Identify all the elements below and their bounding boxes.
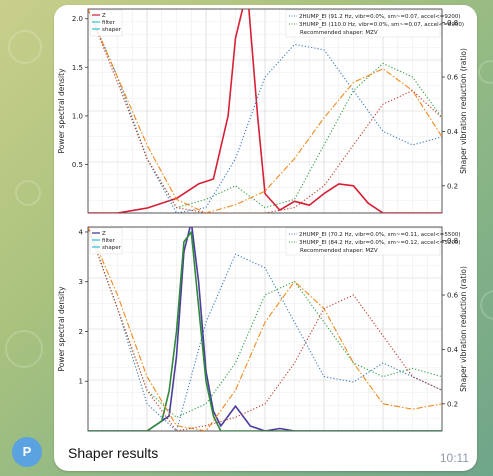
y-right-axis-label: Shaper vibration reduction (ratio) bbox=[459, 48, 468, 174]
message-bubble[interactable]: 0.5 1.0 1.5 2.0 0.2 0.4 0.6 0.8 Power spectral d… bbox=[54, 5, 477, 471]
series-line-mzv bbox=[88, 227, 442, 431]
legend-right-label: Recommended shaper: MZV bbox=[300, 248, 378, 254]
wallpaper-doodle bbox=[478, 60, 493, 84]
message-time: 10:11 bbox=[439, 451, 469, 465]
wallpaper-doodle bbox=[480, 290, 493, 320]
wallpaper-doodle bbox=[8, 30, 42, 64]
y-right-tick-label: 0.6 bbox=[447, 74, 459, 82]
y-left-tick-label: 4 bbox=[79, 228, 84, 236]
legend-left-label: shaper bbox=[102, 27, 122, 33]
wallpaper-doodle bbox=[15, 180, 41, 206]
series-line-z bbox=[88, 9, 442, 213]
series-line-other bbox=[88, 227, 442, 431]
legend-left-label: shaper bbox=[102, 245, 122, 251]
y-left-tick-label: 1 bbox=[79, 378, 83, 386]
legend-left-box bbox=[89, 227, 123, 255]
legend-left-label: Z bbox=[102, 231, 106, 237]
legend-left-label: filter bbox=[102, 238, 116, 244]
legend-right-label: 3HUMP_EI (84.2 Hz, vibr=0.0%, sm~=0.12, … bbox=[299, 240, 460, 246]
legend-right-label: 2HUMP_EI (70.2 Hz, vibr=0.0%, sm~=0.11, … bbox=[299, 232, 460, 238]
y-right-tick-label: 0.4 bbox=[447, 346, 459, 354]
y-left-tick-label: 2 bbox=[79, 328, 83, 336]
legend-right-label: 2HUMP_EI (91.2 Hz, vibr=0.0%, sm~=0.07, … bbox=[299, 14, 460, 20]
legend-right-label: Recommended shaper: MZV bbox=[300, 30, 378, 36]
shaper-chart-bottom: 1 2 3 4 0.2 0.4 0.6 0.8 Power spectral density Sh… bbox=[54, 223, 477, 437]
series-line-other bbox=[88, 9, 442, 213]
legend-left-label: Z bbox=[102, 13, 106, 19]
legend-right: 2HUMP_EI (91.2 Hz, vibr=0.0%, sm~=0.07, … bbox=[285, 9, 464, 38]
message-caption: Shaper results bbox=[68, 445, 159, 461]
y-left-axis-label: Power spectral density bbox=[57, 68, 66, 154]
attached-photo[interactable]: 0.5 1.0 1.5 2.0 0.2 0.4 0.6 0.8 Power spectral d… bbox=[54, 5, 477, 439]
y-right-tick-label: 0.8 bbox=[447, 237, 458, 245]
y-left-tick-label: 1.5 bbox=[72, 64, 83, 72]
legend-right-box bbox=[285, 227, 441, 256]
legend-left-box bbox=[89, 9, 123, 37]
legend-left-label: filter bbox=[102, 20, 116, 26]
y-right-tick-label: 0.2 bbox=[447, 400, 458, 408]
y-right-tick-label: 0.4 bbox=[447, 128, 459, 136]
y-right-tick-label: 0.6 bbox=[447, 292, 459, 300]
y-right-tick-label: 0.8 bbox=[447, 19, 458, 27]
legend-right-box bbox=[285, 9, 441, 38]
legend-right: 2HUMP_EI (70.2 Hz, vibr=0.0%, sm~=0.11, … bbox=[285, 227, 460, 256]
legend-right-label: 3HUMP_EI (110.0 Hz, vibr=0.0%, sm~=0.07,… bbox=[299, 22, 464, 28]
y-right-axis-label: Shaper vibration reduction (ratio) bbox=[459, 266, 468, 392]
avatar[interactable]: P bbox=[12, 437, 42, 467]
y-left-tick-label: 2.0 bbox=[72, 15, 83, 23]
y-right-tick-label: 0.2 bbox=[447, 182, 458, 190]
series-line-2hump-ei bbox=[88, 227, 442, 431]
wallpaper-doodle bbox=[5, 330, 43, 368]
series-line-filter bbox=[88, 231, 442, 431]
y-left-axis-label: Power spectral density bbox=[57, 286, 66, 372]
y-left-tick-label: 0.5 bbox=[72, 161, 83, 169]
plot-frame bbox=[87, 8, 443, 214]
y-left-tick-label: 1.0 bbox=[72, 112, 83, 120]
y-left-tick-label: 3 bbox=[79, 278, 83, 286]
shaper-chart-top: 0.5 1.0 1.5 2.0 0.2 0.4 0.6 0.8 Power spectral d… bbox=[54, 5, 477, 219]
